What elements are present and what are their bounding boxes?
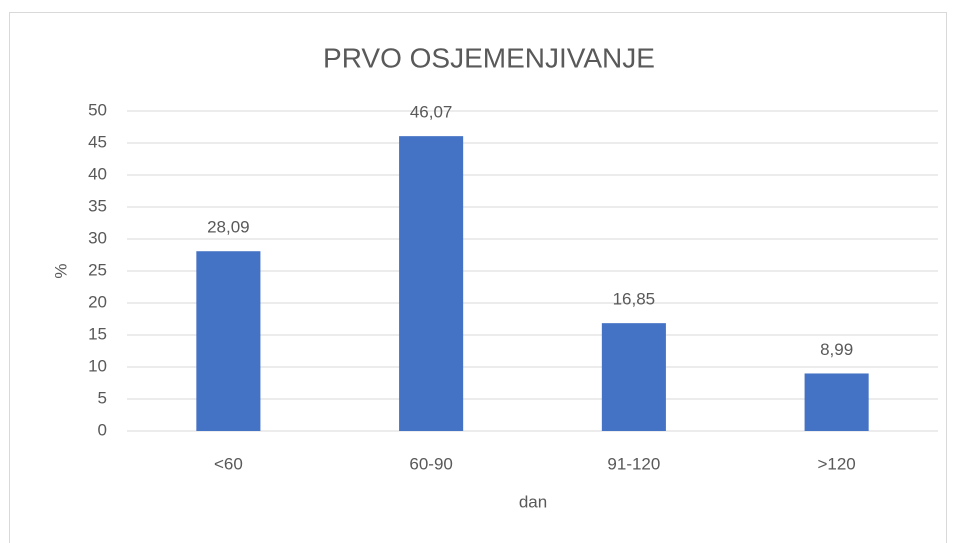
y-axis-label: % — [51, 263, 70, 278]
bar — [601, 323, 666, 431]
bar — [196, 251, 261, 431]
y-tick-label: 40 — [88, 164, 107, 183]
y-tick-label: 10 — [88, 356, 107, 375]
value-label: 46,07 — [410, 103, 453, 122]
x-tick-label: >120 — [817, 454, 855, 473]
chart-border — [9, 12, 947, 543]
x-axis-label: dan — [519, 492, 547, 511]
x-tick-label: 60-90 — [409, 454, 452, 473]
value-label: 28,09 — [207, 218, 250, 237]
chart-title: PRVO OSJEMENJIVANJE — [323, 42, 655, 73]
value-label: 16,85 — [613, 290, 656, 309]
y-tick-label: 15 — [88, 324, 107, 343]
y-tick-label: 5 — [98, 388, 107, 407]
bar — [804, 373, 869, 431]
y-tick-label: 25 — [88, 260, 107, 279]
x-tick-label: 91-120 — [607, 454, 660, 473]
y-tick-label: 35 — [88, 196, 107, 215]
y-tick-label: 30 — [88, 228, 107, 247]
y-tick-label: 0 — [98, 420, 107, 439]
y-tick-label: 20 — [88, 292, 107, 311]
y-tick-label: 45 — [88, 132, 107, 151]
x-tick-label: <60 — [214, 454, 243, 473]
bar — [399, 136, 464, 432]
value-label: 8,99 — [820, 340, 853, 359]
y-tick-label: 50 — [88, 100, 107, 119]
